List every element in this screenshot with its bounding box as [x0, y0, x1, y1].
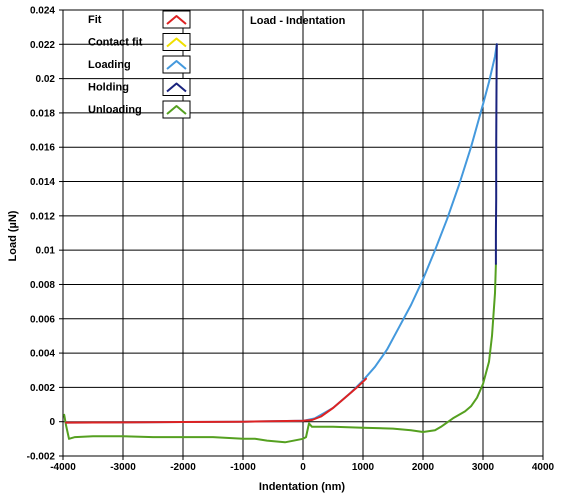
x-tick-label: -2000 — [170, 462, 196, 473]
legend-label: Unloading — [88, 104, 142, 116]
legend-swatch-mark — [166, 105, 187, 115]
y-tick-label: 0 — [49, 417, 55, 428]
y-tick-label: 0.014 — [30, 177, 55, 188]
legend-label: Holding — [88, 82, 129, 94]
x-tick-label: 1000 — [352, 462, 375, 473]
x-axis-label: Indentation (nm) — [259, 481, 345, 493]
series-holding-line — [494, 43, 498, 265]
legend-swatch — [162, 78, 191, 96]
legend-swatch-mark — [166, 82, 187, 93]
legend-label: Loading — [88, 59, 131, 71]
legend: Fit Contact fit Loading Holding Unloading — [88, 10, 191, 119]
y-tick-label: 0.006 — [30, 314, 55, 325]
x-tick-label: 0 — [300, 462, 306, 473]
legend-swatch — [162, 55, 191, 74]
y-axis-ticks: -0.002 0 0.002 0.004 0.006 0.008 0.01 0.012 0.01… — [27, 6, 63, 463]
y-tick-label: 0.024 — [30, 6, 55, 17]
series-unloading-line — [63, 262, 497, 444]
y-tick-label: 0.01 — [36, 246, 56, 257]
legend-swatch-mark — [166, 37, 187, 48]
x-tick-label: 3000 — [472, 462, 495, 473]
x-tick-label: -1000 — [230, 462, 256, 473]
y-tick-label: 0.012 — [30, 211, 55, 222]
x-tick-label: 4000 — [532, 462, 555, 473]
legend-swatch-mark — [166, 60, 187, 70]
y-tick-label: 0.004 — [30, 349, 55, 360]
y-tick-label: 0.002 — [30, 383, 55, 394]
legend-label: Fit — [88, 14, 102, 26]
y-tick-label: 0.008 — [30, 280, 55, 291]
y-axis-label: Load (µN) — [7, 210, 19, 261]
y-tick-label: -0.002 — [27, 452, 56, 463]
x-tick-label: -3000 — [110, 462, 136, 473]
legend-swatch — [162, 33, 191, 51]
y-tick-label: 0.018 — [30, 108, 55, 119]
x-tick-label: -4000 — [50, 462, 76, 473]
legend-label: Contact fit — [88, 37, 143, 49]
series-layer — [63, 43, 498, 444]
legend-swatch — [162, 100, 191, 119]
x-tick-label: 2000 — [412, 462, 435, 473]
chart-title: Load - Indentation — [250, 15, 346, 27]
y-tick-label: 0.02 — [36, 74, 56, 85]
x-axis-ticks: -4000 -3000 -2000 -1000 0 1000 2000 3000 4000 — [50, 456, 555, 473]
series-fit-line — [65, 377, 367, 424]
legend-swatch — [162, 10, 191, 29]
y-tick-label: 0.022 — [30, 40, 55, 51]
legend-swatch-mark — [166, 15, 187, 25]
y-tick-label: 0.016 — [30, 143, 55, 154]
